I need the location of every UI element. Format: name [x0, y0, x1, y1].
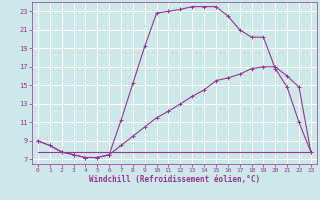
X-axis label: Windchill (Refroidissement éolien,°C): Windchill (Refroidissement éolien,°C) [89, 175, 260, 184]
